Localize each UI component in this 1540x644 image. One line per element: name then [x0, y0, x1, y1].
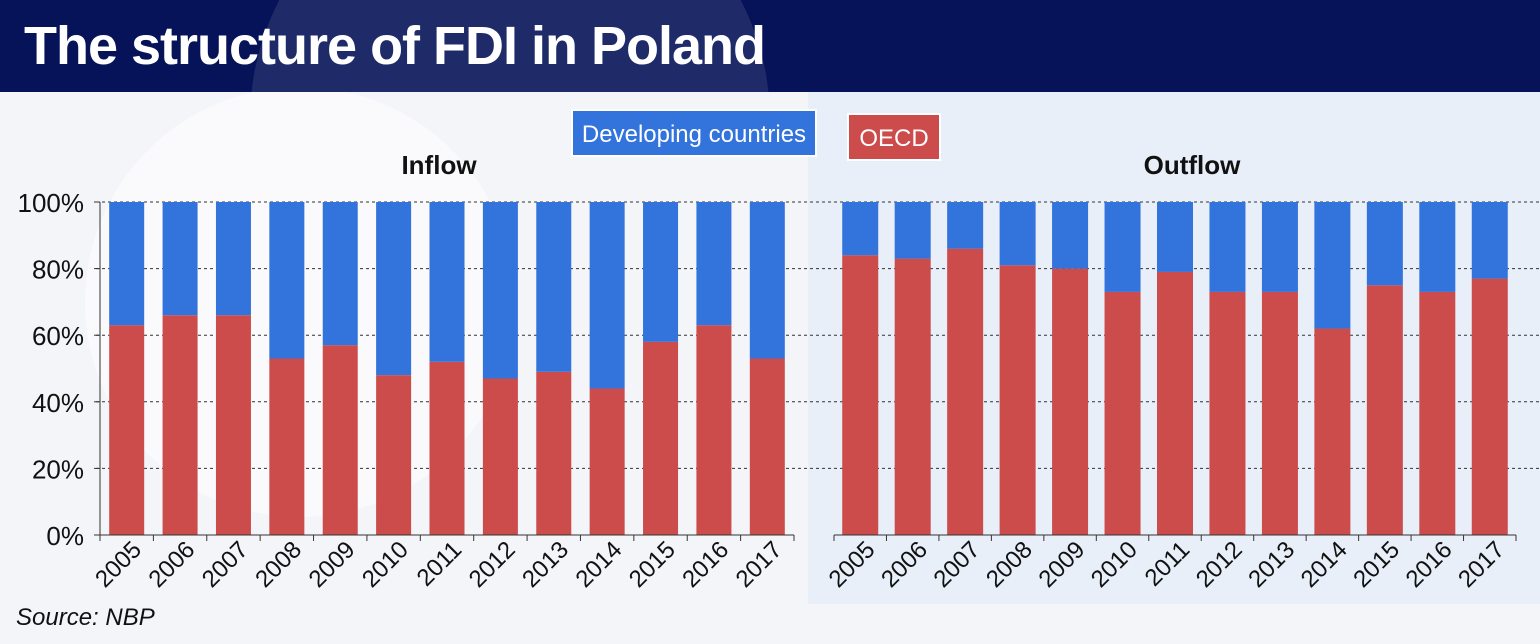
x-tick-label-inflow: 2007: [197, 536, 254, 593]
panel-title-outflow: Outflow: [1144, 150, 1242, 180]
bar-inflow-developing-2006: [162, 202, 198, 316]
legend-developing-swatch: [571, 109, 817, 157]
bar-outflow-oecd-2013: [1261, 291, 1298, 535]
bar-inflow-oecd-2014: [589, 388, 625, 535]
bar-inflow-developing-2010: [376, 202, 412, 376]
bar-inflow-developing-2016: [696, 202, 732, 326]
x-tick-label-inflow: 2010: [357, 536, 414, 593]
bar-outflow-developing-2017: [1471, 202, 1508, 279]
bar-inflow-developing-2007: [215, 202, 251, 316]
bar-outflow-oecd-2015: [1366, 285, 1403, 535]
bar-inflow-oecd-2010: [376, 375, 412, 535]
fdi-chart: 0%20%40%60%80%100% 200520062007200820092…: [18, 92, 1540, 604]
legend-oecd-label: OECD: [859, 125, 928, 152]
x-tick-label-inflow: 2015: [624, 536, 681, 593]
y-tick-label: 0%: [46, 521, 84, 551]
legend: Developing countries OECD: [571, 109, 941, 161]
bar-outflow-oecd-2012: [1209, 291, 1246, 535]
x-tick-label-inflow: 2008: [250, 536, 307, 593]
bar-inflow-oecd-2009: [322, 345, 358, 535]
bar-inflow-developing-2005: [109, 202, 145, 326]
bar-inflow-oecd-2015: [643, 341, 679, 535]
bar-outflow-developing-2005: [842, 202, 879, 256]
bar-inflow-developing-2011: [429, 202, 465, 362]
bar-outflow-developing-2013: [1261, 202, 1298, 292]
bar-outflow-oecd-2016: [1419, 291, 1456, 535]
bar-inflow-oecd-2008: [269, 358, 305, 535]
y-tick-label: 80%: [32, 255, 84, 285]
bar-inflow-developing-2009: [322, 202, 358, 346]
bar-inflow-oecd-2012: [482, 378, 518, 535]
bar-inflow-oecd-2011: [429, 361, 465, 535]
bar-inflow-developing-2017: [749, 202, 785, 359]
bar-inflow-oecd-2005: [109, 325, 145, 535]
bar-outflow-oecd-2005: [842, 255, 879, 535]
x-tick-label-inflow: 2011: [412, 536, 468, 592]
x-tick-label-inflow: 2014: [571, 536, 628, 593]
bar-outflow-oecd-2011: [1157, 271, 1193, 535]
y-tick-label: 40%: [32, 388, 84, 418]
x-tick-label-inflow: 2013: [517, 536, 574, 593]
y-tick-label: 100%: [18, 188, 85, 218]
bar-outflow-developing-2012: [1209, 202, 1246, 292]
bar-outflow-oecd-2007: [947, 248, 984, 535]
bar-inflow-oecd-2007: [215, 315, 251, 535]
axes: [94, 201, 1517, 541]
bar-outflow-oecd-2008: [999, 265, 1036, 535]
bar-outflow-developing-2006: [894, 202, 931, 259]
header-banner: The structure of FDI in Poland: [0, 0, 1540, 92]
page-title: The structure of FDI in Poland: [24, 16, 766, 76]
bar-inflow-oecd-2013: [536, 371, 572, 535]
bar-inflow-oecd-2017: [749, 358, 785, 535]
bar-outflow-developing-2007: [947, 202, 984, 249]
bar-inflow-developing-2015: [643, 202, 679, 342]
bar-outflow-developing-2011: [1157, 202, 1193, 272]
bar-outflow-oecd-2017: [1471, 278, 1508, 535]
x-tick-label-inflow: 2006: [143, 536, 200, 593]
bar-outflow-developing-2015: [1366, 202, 1403, 286]
legend-developing-label: Developing countries: [582, 121, 806, 148]
bar-inflow-oecd-2006: [162, 315, 198, 535]
bar-inflow-developing-2014: [589, 202, 625, 389]
bar-inflow-developing-2013: [536, 202, 572, 372]
bar-outflow-oecd-2009: [1052, 268, 1089, 535]
bar-outflow-developing-2010: [1104, 202, 1141, 292]
bar-outflow-developing-2008: [999, 202, 1036, 266]
x-tick-label-inflow: 2009: [304, 536, 361, 593]
bar-inflow-developing-2008: [269, 202, 305, 359]
bars: [109, 202, 1508, 535]
bar-outflow-oecd-2014: [1314, 328, 1351, 535]
x-tick-label-inflow: 2005: [90, 536, 147, 593]
y-tick-label: 20%: [32, 454, 84, 484]
bar-outflow-developing-2014: [1314, 202, 1351, 329]
bar-outflow-developing-2016: [1419, 202, 1456, 292]
bar-outflow-oecd-2010: [1104, 291, 1141, 535]
bar-inflow-oecd-2016: [696, 325, 732, 535]
x-tick-label-inflow: 2017: [731, 536, 788, 593]
bar-outflow-developing-2009: [1052, 202, 1089, 269]
source-note: Source: NBP: [16, 604, 155, 631]
bar-inflow-developing-2012: [482, 202, 518, 379]
x-tick-label-inflow: 2016: [677, 536, 734, 593]
panel-title-inflow: Inflow: [401, 150, 477, 180]
y-tick-label: 60%: [32, 321, 84, 351]
x-tick-label-inflow: 2012: [464, 536, 521, 593]
y-axis-labels: 0% 20% 40% 60% 80% 100%: [18, 188, 85, 551]
legend-oecd-swatch: [847, 113, 941, 161]
bar-outflow-oecd-2006: [894, 258, 931, 535]
header-decoration: [250, 0, 770, 92]
